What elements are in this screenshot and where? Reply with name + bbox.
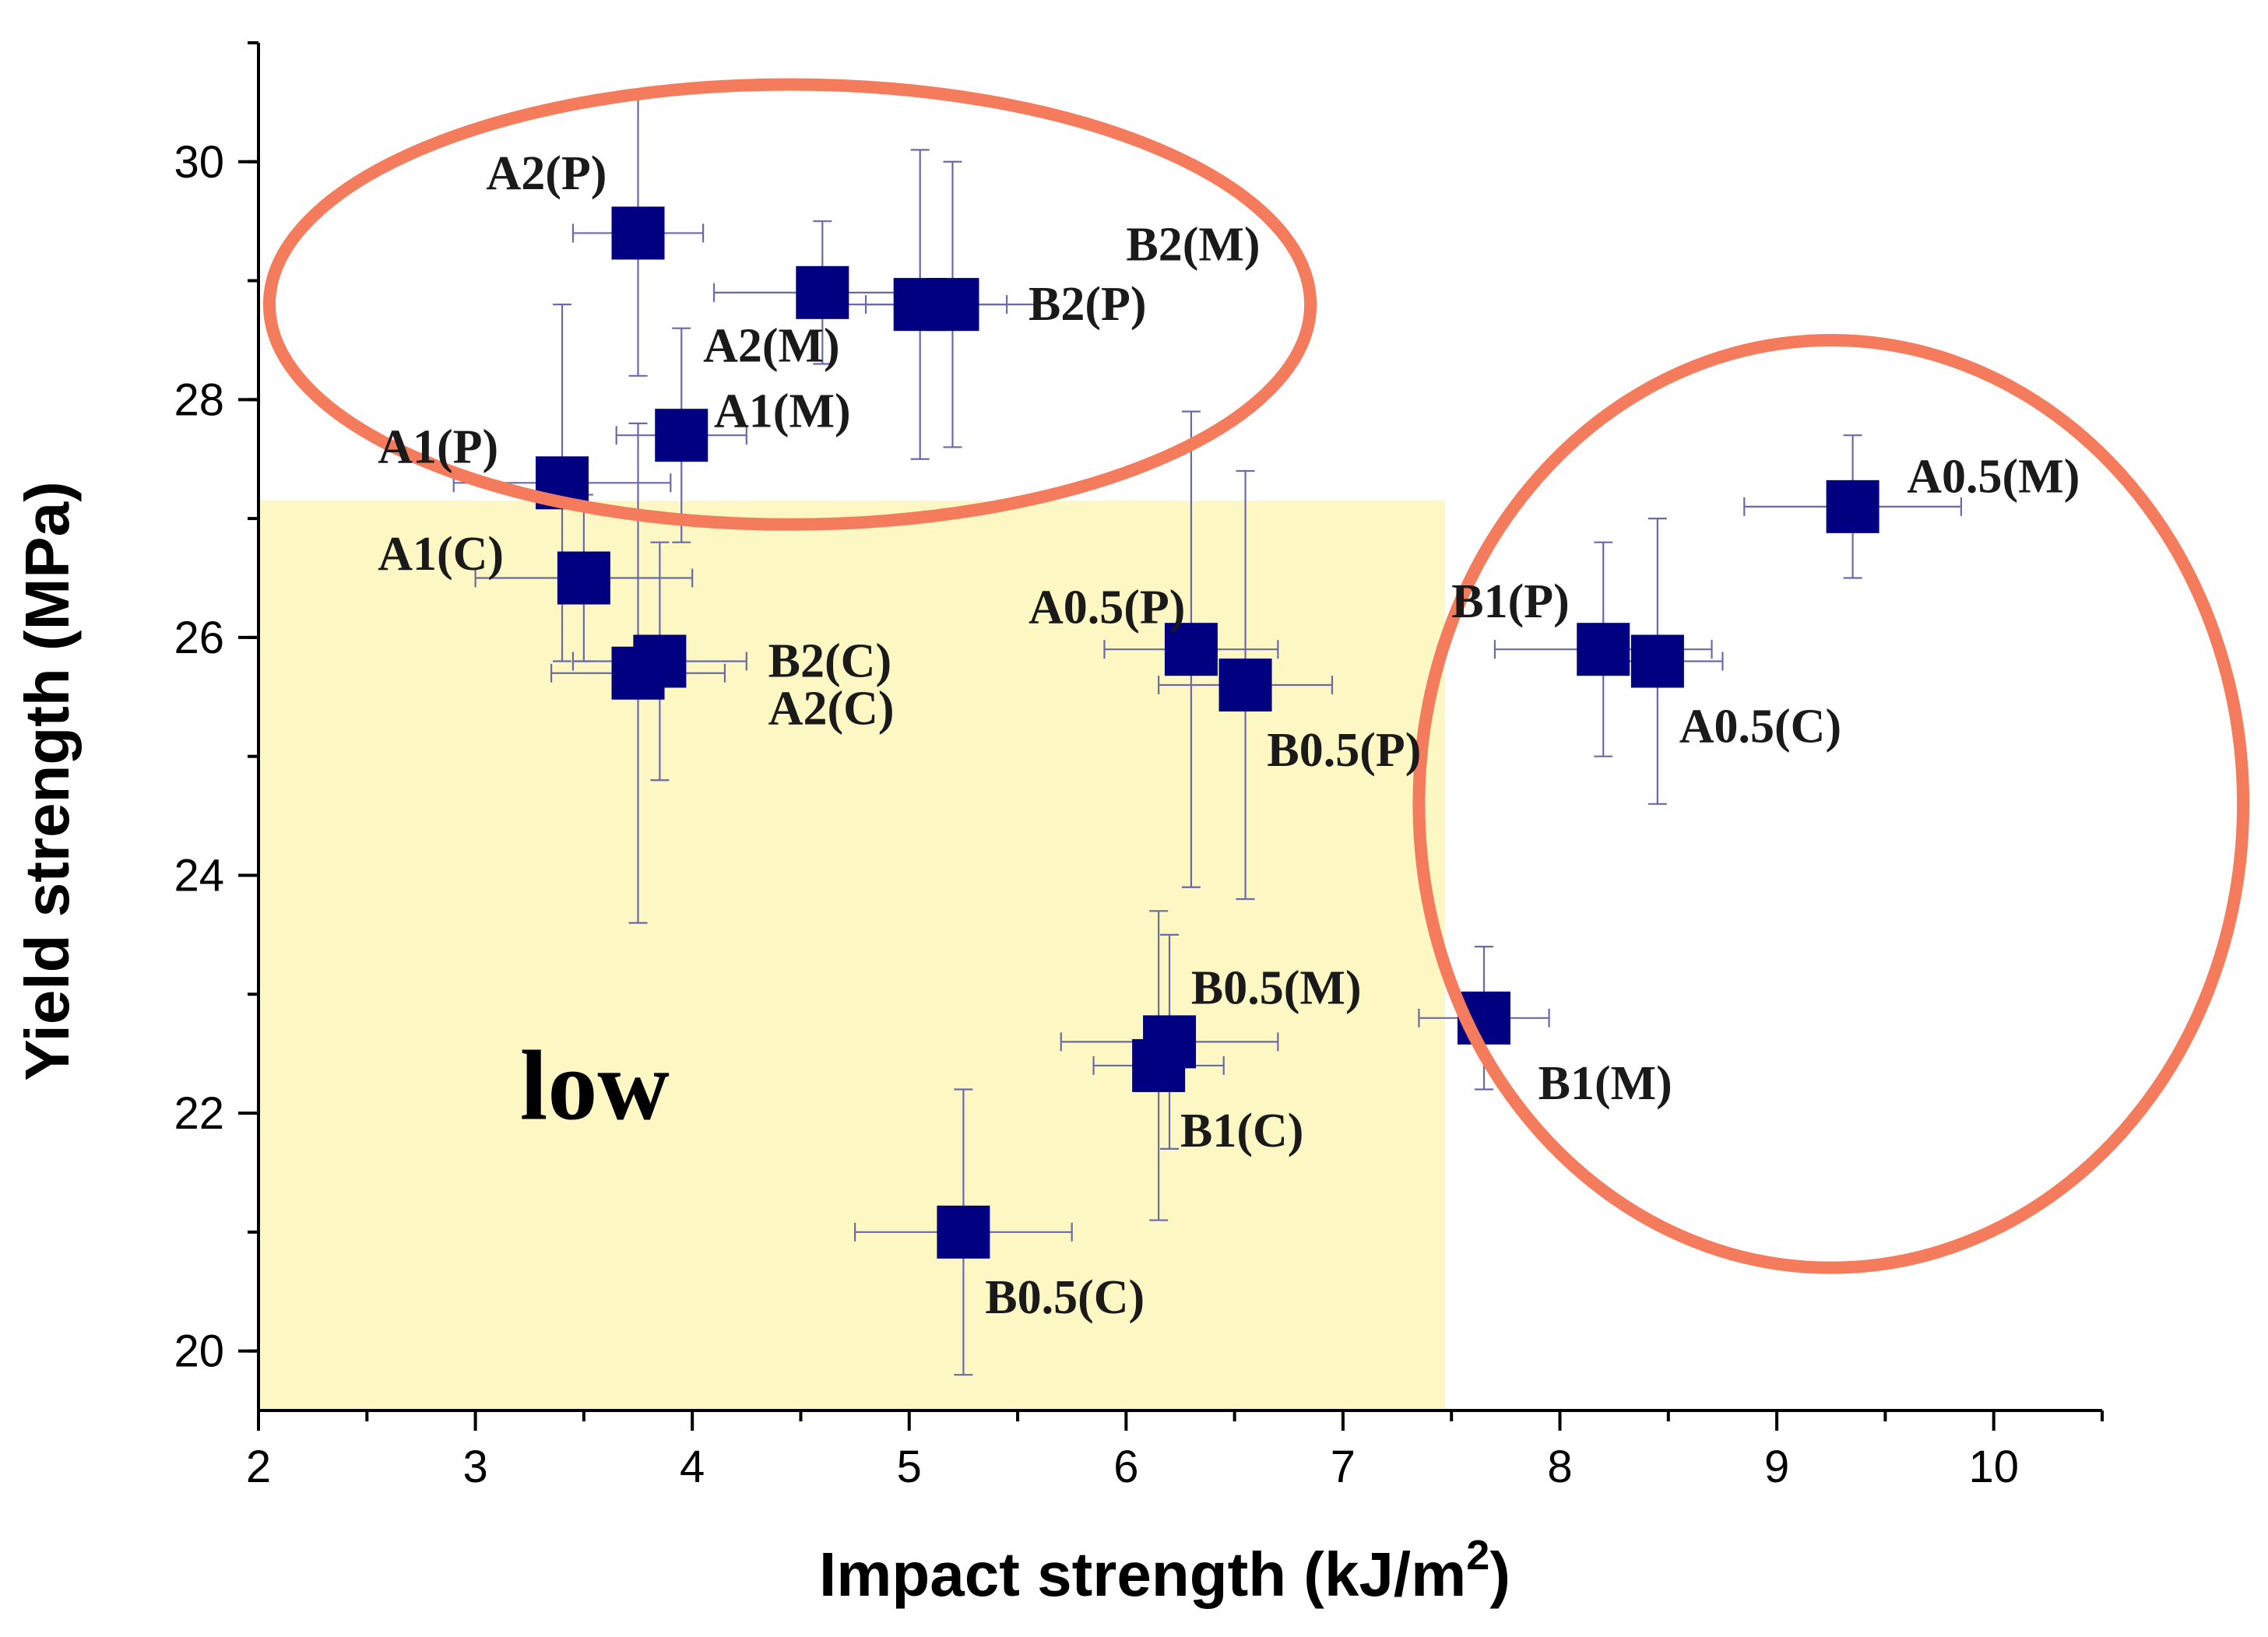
point-label-A1(C): A1(C) — [378, 528, 504, 581]
point-label-A2(C): A2(C) — [768, 683, 895, 736]
data-point-B0.5(C) — [937, 1205, 990, 1259]
point-label-B2(M): B2(M) — [1126, 219, 1260, 272]
x-tick-label: 3 — [462, 1442, 487, 1492]
data-point-A0.5(P) — [1164, 623, 1218, 676]
point-label-A0.5(M): A0.5(M) — [1907, 451, 2080, 504]
x-tick-label: 4 — [680, 1442, 705, 1492]
x-axis-title: Impact strength (kJ/m2) — [819, 1532, 1510, 1609]
point-label-A1(M): A1(M) — [714, 385, 851, 438]
data-point-B1(C) — [1132, 1038, 1186, 1092]
x-tick-label: 5 — [897, 1442, 922, 1492]
data-point-A2(C) — [611, 646, 665, 700]
y-axis-title: Yield strength (MPa) — [12, 481, 82, 1080]
point-label-B2(C): B2(C) — [768, 634, 891, 687]
point-label-A2(P): A2(P) — [487, 147, 607, 200]
point-label-B0.5(P): B0.5(P) — [1267, 724, 1421, 777]
y-tick-label: 24 — [174, 850, 224, 901]
point-label-B0.5(C): B0.5(C) — [985, 1271, 1145, 1324]
point-label-B1(C): B1(C) — [1180, 1105, 1303, 1157]
x-axis-title-text: Impact strength (kJ/m — [819, 1540, 1466, 1609]
point-label-layer: A2(P) A2(M) B2(M) B2(P) A1(M) A1(P) A1(C) B2(C)… — [378, 147, 2080, 1324]
point-label-B2(P): B2(P) — [1029, 278, 1147, 331]
y-tick-label: 26 — [174, 613, 224, 663]
x-tick-label: 8 — [1547, 1442, 1572, 1492]
data-point-A0.5(C) — [1630, 634, 1684, 688]
low-region-layer: low — [258, 501, 1445, 1410]
ellipse-layer — [262, 78, 2250, 1274]
y-tick-label: 30 — [174, 137, 224, 188]
data-point-A2(M) — [796, 265, 849, 319]
point-label-A0.5(C): A0.5(C) — [1679, 701, 1841, 754]
point-label-B1(M): B1(M) — [1538, 1057, 1672, 1110]
data-point-B0.5(P) — [1218, 659, 1272, 712]
x-tick-label: 2 — [246, 1442, 271, 1492]
low-region — [258, 501, 1445, 1410]
low-region-label: low — [520, 1031, 670, 1141]
y-tick-label: 28 — [174, 374, 224, 425]
data-point-A2(P) — [611, 206, 665, 260]
x-tick-label: 7 — [1331, 1442, 1356, 1492]
y-tick-label: 22 — [174, 1088, 224, 1139]
point-label-A0.5(P): A0.5(P) — [1029, 581, 1185, 634]
x-tick-label: 10 — [1968, 1442, 2019, 1492]
x-axis-title-close: ) — [1489, 1540, 1510, 1609]
data-point-A1(C) — [557, 551, 610, 605]
x-tick-label: 6 — [1113, 1442, 1138, 1492]
axes-layer: 2 3 4 5 6 7 8 9 10 20 22 24 26 28 30 — [174, 41, 2104, 1492]
y-tick-label: 20 — [174, 1326, 224, 1377]
data-point-B1(P) — [1577, 623, 1630, 676]
data-point-A1(M) — [655, 409, 709, 462]
data-point-B2(P) — [926, 278, 979, 332]
highlight-ellipse-right — [1412, 333, 2250, 1274]
point-label-A2(M): A2(M) — [703, 320, 840, 373]
point-label-B0.5(M): B0.5(M) — [1191, 962, 1362, 1015]
x-axis-title-superscript: 2 — [1466, 1532, 1489, 1579]
x-tick-label: 9 — [1764, 1442, 1789, 1492]
point-label-B1(P): B1(P) — [1451, 575, 1570, 628]
point-label-A1(P): A1(P) — [378, 420, 498, 473]
highlight-ellipse-top-left — [262, 78, 1317, 531]
data-point-A0.5(M) — [1826, 480, 1879, 533]
